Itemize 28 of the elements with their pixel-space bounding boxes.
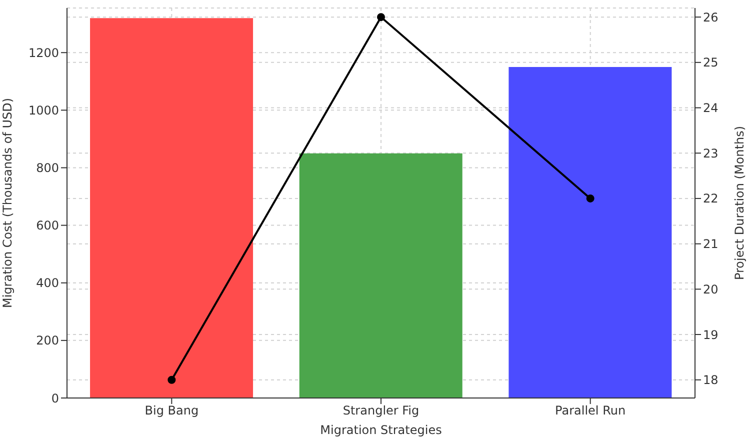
- x-tick-label: Parallel Run: [555, 404, 626, 418]
- y-tick-label: 0: [51, 391, 59, 406]
- y-tick-label: 400: [36, 276, 59, 290]
- y2-tick-label: 22: [703, 192, 718, 206]
- y2-tick-label: 19: [703, 328, 718, 342]
- point: [168, 376, 176, 384]
- y2-tick-label: 24: [703, 101, 718, 116]
- bar: [508, 67, 672, 398]
- y-tick-label: 1000: [28, 103, 59, 118]
- y2-axis-title: Project Duration (Months): [732, 126, 746, 280]
- y-tick-label: 800: [36, 161, 59, 175]
- y-tick-label: 200: [36, 334, 59, 348]
- point: [377, 13, 385, 22]
- x-tick-label: Strangler Fig: [342, 404, 420, 418]
- point: [586, 194, 594, 202]
- y-tick-label: 600: [36, 218, 59, 233]
- y2-tick-label: 25: [703, 56, 718, 70]
- y2-tick-label: 26: [703, 10, 718, 24]
- y2-tick-label: 21: [703, 237, 718, 252]
- bar: [299, 153, 462, 398]
- x-axis-title: Migration Strategies: [320, 423, 442, 437]
- x-tick-label: Big Bang: [144, 404, 199, 418]
- y2-tick-label: 23: [703, 146, 718, 160]
- y2-tick-label: 18: [703, 373, 718, 388]
- y-tick-label: 1200: [28, 46, 59, 60]
- y-axis-title: Migration Cost (Thousands of USD): [0, 98, 14, 308]
- y2-tick-label: 20: [703, 282, 718, 296]
- bar: [90, 18, 254, 398]
